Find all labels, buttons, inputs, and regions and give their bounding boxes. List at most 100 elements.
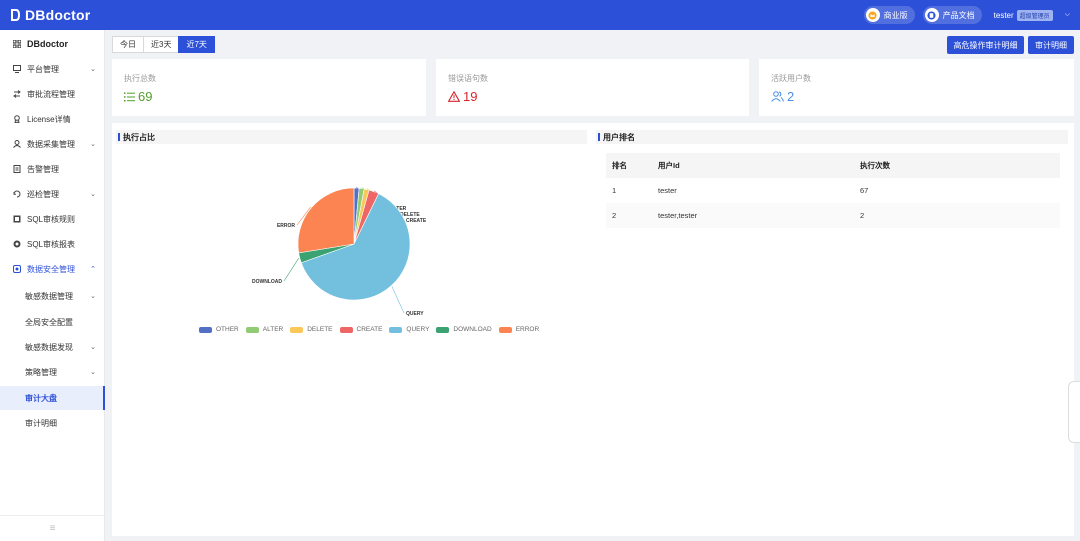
sidebar-subitem-audit-dashboard[interactable]: 审计大盘 xyxy=(0,386,105,410)
warning-icon xyxy=(448,91,460,102)
cell-exec-count: 67 xyxy=(860,186,869,195)
stat-value: 19 xyxy=(463,89,478,104)
license-icon xyxy=(12,115,22,123)
role-badge: 超级管理员 xyxy=(1016,9,1053,21)
collapse-sidebar-button[interactable]: ≡ xyxy=(0,515,105,541)
stat-card-total: 执行总数 69 xyxy=(112,59,426,116)
audit-detail-button[interactable]: 审计明细 xyxy=(1028,36,1074,54)
sidebar-item-label: 审计明细 xyxy=(25,418,57,428)
app-logo[interactable]: DBdoctor xyxy=(9,7,90,23)
legend-label: OTHER xyxy=(216,326,239,333)
stat-value-row: 69 xyxy=(124,89,152,104)
pie-slice-query[interactable] xyxy=(300,193,411,301)
legend-label: DOWNLOAD xyxy=(453,326,492,333)
users-icon xyxy=(771,91,784,102)
cell-rank: 1 xyxy=(612,186,617,195)
legend-label: ERROR xyxy=(515,326,540,333)
doc-icon xyxy=(924,8,939,22)
dashboard-panel: 执行占比 用户排名 OTHERALTERDELETECREATEQUERYDOW… xyxy=(112,123,1074,536)
stat-card-active-users: 活跃用户数 2 xyxy=(759,59,1074,116)
sidebar-item-label: 告警管理 xyxy=(27,164,59,174)
user-menu[interactable]: tester 超级管理员 ⌵ xyxy=(994,9,1070,21)
stat-value-row: 19 xyxy=(448,89,477,104)
collect-icon xyxy=(12,140,22,148)
sidebar-item-alarm[interactable]: 告警管理 xyxy=(0,157,105,181)
stat-card-errors: 错误语句数 19 xyxy=(436,59,749,116)
pie-slice-error[interactable] xyxy=(297,187,355,254)
sidebar-subitem-global-security[interactable]: 全局安全配置 xyxy=(0,310,105,334)
table-row[interactable]: 1 tester 67 xyxy=(606,178,1060,203)
sidebar-item-sql-report[interactable]: SQL审核报表 xyxy=(0,232,105,256)
header-rank: 排名 xyxy=(612,161,627,170)
pie-label: DELETE xyxy=(400,212,420,218)
high-risk-audit-button[interactable]: 高危操作审计明细 xyxy=(947,36,1024,54)
pie-label: ALTER xyxy=(390,206,407,212)
security-icon xyxy=(12,265,22,273)
legend-label: CREATE xyxy=(356,326,383,333)
sidebar-item-label: 敏感数据发现 xyxy=(25,342,73,352)
sidebar-item-label: 敏感数据管理 xyxy=(25,291,73,301)
user-ranking-table: 排名 用户Id 执行次数 1 tester 67 2 tester,tester… xyxy=(606,153,1060,228)
user-ranking-title: 用户排名 xyxy=(596,130,1068,144)
tab-7-days[interactable]: 近7天 xyxy=(178,36,215,53)
legend-item[interactable]: ERROR xyxy=(498,326,540,333)
sidebar-item-data-security[interactable]: 数据安全管理 ⌃ xyxy=(0,257,105,281)
flow-icon xyxy=(12,90,22,98)
sidebar-item-sql-rule[interactable]: SQL审核规则 xyxy=(0,207,105,231)
sidebar-subitem-audit-detail[interactable]: 审计明细 xyxy=(0,411,105,435)
app-name: DBdoctor xyxy=(25,7,91,23)
legend-item[interactable]: ALTER xyxy=(245,326,283,333)
legend-item[interactable]: QUERY xyxy=(389,326,429,333)
sidebar-subitem-policy[interactable]: 策略管理 ⌄ xyxy=(0,360,105,384)
rule-icon xyxy=(12,215,22,223)
sidebar-subitem-sensitive-discovery[interactable]: 敏感数据发现 ⌄ xyxy=(0,335,105,359)
sidebar-item-license[interactable]: License详情 xyxy=(0,107,105,131)
pie-label: QUERY xyxy=(406,311,424,317)
pie-label: CREATE xyxy=(406,218,427,224)
sidebar-item-platform[interactable]: 平台管理 ⌄ xyxy=(0,57,105,81)
sidebar-item-collect[interactable]: 数据采集管理 ⌄ xyxy=(0,132,105,156)
chevron-up-icon: ⌃ xyxy=(90,266,96,273)
chevron-down-icon: ⌄ xyxy=(90,293,96,300)
top-bar: DBdoctor 商业版 产品文档 tester 超级管理员 ⌵ xyxy=(0,0,1080,30)
crown-icon xyxy=(865,8,880,22)
chevron-down-icon: ⌄ xyxy=(90,141,96,148)
cell-exec-count: 2 xyxy=(860,211,865,220)
sidebar-item-inspect[interactable]: 巡检管理 ⌄ xyxy=(0,182,105,206)
edition-label: 商业版 xyxy=(883,10,908,20)
cell-user-id: tester,tester xyxy=(658,211,698,220)
chevron-down-icon: ⌄ xyxy=(90,66,96,73)
sidebar-header-label: DBdoctor xyxy=(27,39,68,49)
floating-toolbar[interactable] xyxy=(1068,381,1080,443)
report-icon xyxy=(12,240,22,248)
cell-rank: 2 xyxy=(612,211,617,220)
sidebar-item-label: 审批流程管理 xyxy=(27,89,75,99)
legend-label: DELETE xyxy=(307,326,333,333)
edition-badge[interactable]: 商业版 xyxy=(863,6,915,24)
stat-value: 2 xyxy=(787,89,795,104)
pie-leader-line xyxy=(391,286,405,314)
tab-today[interactable]: 今日 xyxy=(112,36,144,53)
chevron-down-icon: ⌄ xyxy=(90,369,96,376)
tab-3-days[interactable]: 近3天 xyxy=(143,36,180,53)
legend-item[interactable]: CREATE xyxy=(339,326,383,333)
menu-icon: ≡ xyxy=(49,523,56,534)
table-header-row: 排名 用户Id 执行次数 xyxy=(606,153,1060,178)
stat-value-row: 2 xyxy=(771,89,794,104)
chevron-down-icon: ⌵ xyxy=(1064,11,1070,18)
table-row[interactable]: 2 tester,tester 2 xyxy=(606,203,1060,228)
sidebar-item-approval[interactable]: 审批流程管理 xyxy=(0,82,105,106)
docs-link[interactable]: 产品文档 xyxy=(922,6,982,24)
sidebar-header[interactable]: DBdoctor xyxy=(0,32,105,56)
legend-item[interactable]: DELETE xyxy=(290,326,333,333)
stat-value: 69 xyxy=(138,89,153,104)
legend-item[interactable]: OTHER xyxy=(199,326,239,333)
legend-item[interactable]: DOWNLOAD xyxy=(436,326,492,333)
header-user-id: 用户Id xyxy=(658,161,680,170)
legend-swatch xyxy=(389,326,403,333)
logo-icon xyxy=(11,9,20,21)
alarm-icon xyxy=(12,165,22,173)
list-icon xyxy=(124,92,135,102)
sidebar-subitem-sensitive-data[interactable]: 敏感数据管理 ⌄ xyxy=(0,284,105,308)
